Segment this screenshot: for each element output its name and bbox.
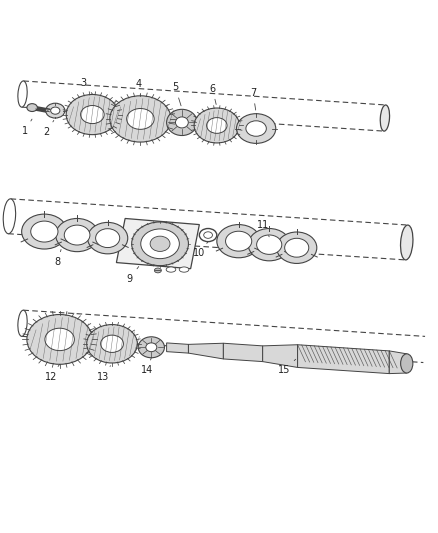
Ellipse shape <box>176 117 188 128</box>
Ellipse shape <box>87 325 138 363</box>
Ellipse shape <box>166 109 197 135</box>
Text: 7: 7 <box>250 88 256 110</box>
Ellipse shape <box>246 121 266 136</box>
Ellipse shape <box>18 310 27 336</box>
Ellipse shape <box>51 107 60 114</box>
Ellipse shape <box>237 114 276 143</box>
Text: 4: 4 <box>135 79 141 95</box>
Ellipse shape <box>248 229 290 261</box>
Ellipse shape <box>56 219 99 252</box>
Text: 2: 2 <box>43 120 54 137</box>
Text: 13: 13 <box>97 366 110 382</box>
Ellipse shape <box>194 108 240 143</box>
Polygon shape <box>389 351 407 374</box>
Polygon shape <box>166 343 188 353</box>
Ellipse shape <box>285 238 309 257</box>
Ellipse shape <box>31 221 58 242</box>
Ellipse shape <box>132 222 188 265</box>
Ellipse shape <box>207 118 227 133</box>
Text: 10: 10 <box>193 241 208 259</box>
Ellipse shape <box>401 354 413 373</box>
Ellipse shape <box>18 81 27 107</box>
Ellipse shape <box>150 236 170 252</box>
Ellipse shape <box>64 225 90 245</box>
Ellipse shape <box>277 232 317 263</box>
Ellipse shape <box>179 267 189 272</box>
Text: 8: 8 <box>54 249 61 267</box>
Ellipse shape <box>88 222 128 254</box>
Ellipse shape <box>204 232 212 238</box>
Text: 11: 11 <box>257 221 269 237</box>
Ellipse shape <box>95 229 120 247</box>
Ellipse shape <box>226 231 252 251</box>
Ellipse shape <box>217 224 261 258</box>
Ellipse shape <box>141 229 179 259</box>
Ellipse shape <box>81 106 104 124</box>
Ellipse shape <box>66 94 119 135</box>
Ellipse shape <box>3 199 16 234</box>
Polygon shape <box>263 345 297 367</box>
Ellipse shape <box>127 109 154 130</box>
Ellipse shape <box>380 105 389 131</box>
Ellipse shape <box>27 314 92 364</box>
Ellipse shape <box>154 268 161 273</box>
Text: 5: 5 <box>172 83 181 106</box>
Ellipse shape <box>46 103 65 118</box>
Ellipse shape <box>45 328 74 351</box>
Ellipse shape <box>257 235 282 254</box>
Ellipse shape <box>27 103 37 111</box>
Ellipse shape <box>199 229 217 241</box>
Text: 12: 12 <box>45 364 60 382</box>
Polygon shape <box>188 343 223 359</box>
Text: 1: 1 <box>21 119 32 136</box>
Ellipse shape <box>110 96 171 142</box>
Polygon shape <box>297 345 389 374</box>
Polygon shape <box>223 343 263 361</box>
Ellipse shape <box>400 225 413 260</box>
Ellipse shape <box>166 267 176 272</box>
Text: 14: 14 <box>141 358 153 375</box>
Text: 15: 15 <box>278 359 296 375</box>
Text: 6: 6 <box>209 84 216 104</box>
Ellipse shape <box>138 337 164 358</box>
Ellipse shape <box>21 214 67 249</box>
Ellipse shape <box>146 343 157 352</box>
Text: 3: 3 <box>81 78 92 94</box>
Ellipse shape <box>101 335 124 352</box>
Text: 9: 9 <box>127 266 139 284</box>
Polygon shape <box>117 219 199 269</box>
